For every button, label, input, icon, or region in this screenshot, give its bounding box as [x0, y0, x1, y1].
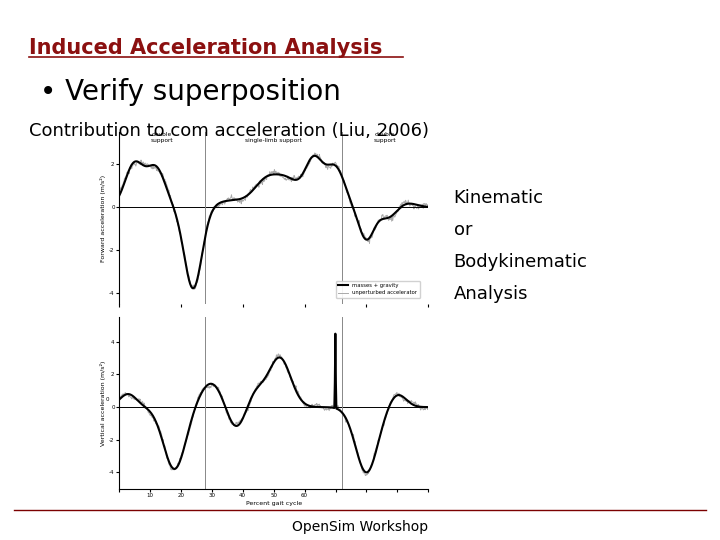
Legend: masses + gravity, unperturbed accelerator: masses + gravity, unperturbed accelerato… [336, 281, 420, 298]
Text: single-limb support: single-limb support [246, 138, 302, 143]
Y-axis label: Forward acceleration (m/s²): Forward acceleration (m/s²) [100, 174, 107, 261]
Text: double
support: double support [374, 132, 397, 143]
Y-axis label: Vertical acceleration (m/s²): Vertical acceleration (m/s²) [100, 360, 107, 445]
Text: Contribution to com acceleration (Liu, 2006): Contribution to com acceleration (Liu, 2… [29, 122, 429, 139]
Text: Induced Acceleration Analysis: Induced Acceleration Analysis [29, 38, 382, 58]
Text: Kinematic
or
Bodykinematic
Analysis: Kinematic or Bodykinematic Analysis [454, 189, 588, 303]
X-axis label: Percent gait cycle: Percent gait cycle [246, 501, 302, 505]
Text: OpenSim Workshop: OpenSim Workshop [292, 519, 428, 534]
Text: • Verify superposition: • Verify superposition [40, 78, 341, 106]
Text: double
support: double support [150, 132, 174, 143]
Text: 0: 0 [106, 397, 109, 402]
